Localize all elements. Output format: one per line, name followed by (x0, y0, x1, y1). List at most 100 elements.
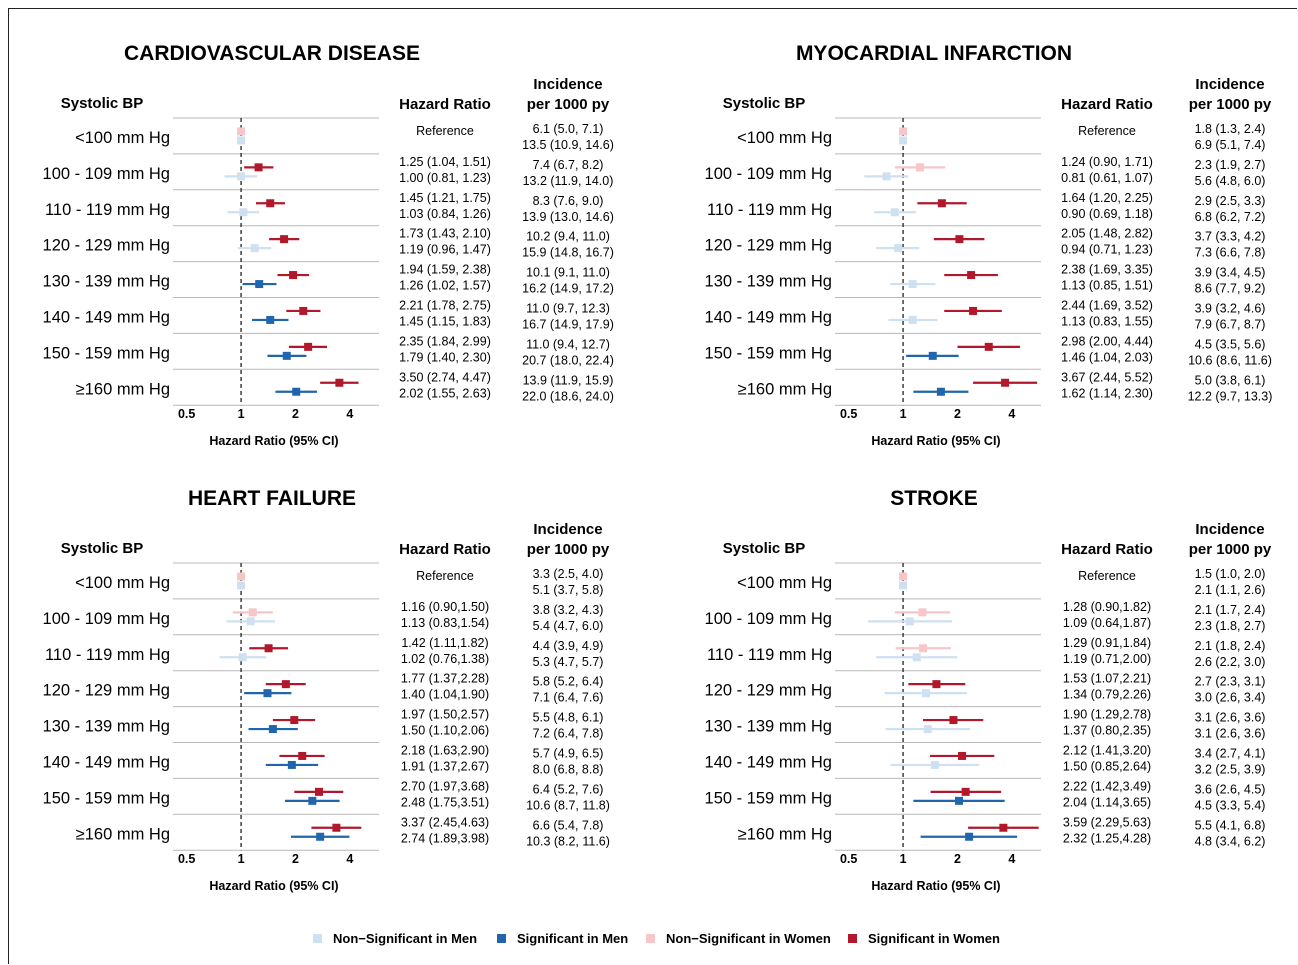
incidence-men: 2.3 (1.8, 2.7) (1195, 619, 1266, 633)
point-women (918, 608, 927, 617)
point-women (999, 823, 1008, 832)
panel-title: STROKE (890, 487, 978, 510)
incidence-women: 10.2 (9.4, 11.0) (526, 230, 610, 244)
category-label: ≥160 mm Hg (738, 380, 832, 398)
point-women (299, 306, 308, 315)
point-men (282, 351, 291, 360)
category-label: 140 - 149 mm Hg (43, 308, 170, 326)
x-tick-label: 0.5 (178, 852, 195, 866)
point-women (961, 787, 970, 796)
forest-panel-2: HEART FAILURE Systolic BP Hazard Ratio Inci… (43, 487, 610, 893)
incidence-men: 16.2 (14.9, 17.2) (522, 282, 614, 296)
point-men (316, 832, 325, 841)
incidence-header-line1: Incidence (1195, 521, 1264, 538)
point-men (899, 581, 908, 590)
point-men (237, 172, 246, 181)
incidence-women: 6.6 (5.4, 7.8) (533, 818, 604, 832)
hazard-ratio-men: 1.91 (1.37,2.67) (401, 759, 489, 773)
incidence-women: 3.1 (2.6, 3.6) (1195, 711, 1266, 725)
category-label: 120 - 129 mm Hg (43, 682, 170, 700)
incidence-men: 7.9 (6.7, 8.7) (1195, 317, 1266, 331)
incidence-men: 2.1 (1.1, 2.6) (1195, 583, 1266, 597)
hazard-ratio-men: 1.50 (0.85,2.64) (1063, 759, 1151, 773)
hazard-ratio-women: Reference (1078, 569, 1136, 583)
category-label: 120 - 129 mm Hg (43, 237, 170, 255)
incidence-men: 10.3 (8.2, 11.6) (526, 834, 610, 848)
point-women (248, 608, 257, 617)
incidence-women: 10.1 (9.1, 11.0) (526, 266, 610, 280)
incidence-women: 6.1 (5.0, 7.1) (533, 122, 604, 136)
point-men (268, 725, 277, 734)
hazard-ratio-women: Reference (416, 124, 474, 138)
point-women (237, 572, 246, 581)
point-men (936, 387, 945, 396)
hazard-ratio-header: Hazard Ratio (1061, 96, 1153, 113)
incidence-header-line1: Incidence (533, 521, 602, 538)
category-label: 100 - 109 mm Hg (705, 610, 832, 628)
point-women (955, 235, 964, 244)
hazard-ratio-men: 1.00 (0.81, 1.23) (399, 171, 491, 185)
incidence-men: 6.9 (5.1, 7.4) (1195, 138, 1266, 152)
point-women (237, 127, 246, 136)
incidence-men: 5.4 (4.7, 6.0) (533, 619, 604, 633)
incidence-header-line1: Incidence (1195, 76, 1264, 93)
point-women (254, 163, 263, 172)
point-men (908, 315, 917, 324)
point-women (949, 716, 958, 725)
point-men (287, 760, 296, 769)
point-men (955, 796, 964, 805)
hazard-ratio-women: 1.29 (0.91,1.84) (1063, 636, 1151, 650)
incidence-women: 5.5 (4.8, 6.1) (533, 711, 604, 725)
point-men (922, 689, 931, 698)
x-tick-label: 2 (292, 407, 299, 421)
incidence-women: 5.8 (5.2, 6.4) (533, 675, 604, 689)
hazard-ratio-men: 1.09 (0.64,1.87) (1063, 616, 1151, 630)
hazard-ratio-men: 1.40 (1.04,1.90) (401, 688, 489, 702)
hazard-ratio-men: 1.13 (0.83,1.54) (401, 616, 489, 630)
hazard-ratio-men: 1.79 (1.40, 2.30) (399, 350, 491, 364)
category-label: <100 mm Hg (75, 129, 170, 147)
incidence-men: 10.6 (8.7, 11.8) (526, 798, 610, 812)
point-men (292, 387, 301, 396)
hazard-ratio-men: 1.13 (0.83, 1.55) (1061, 314, 1153, 328)
point-men (238, 653, 247, 662)
point-women (1001, 378, 1010, 387)
hazard-ratio-women: Reference (416, 569, 474, 583)
legend-swatch (497, 934, 506, 943)
hazard-ratio-women: 3.59 (2.29,5.63) (1063, 815, 1151, 829)
incidence-men: 7.1 (6.4, 7.6) (533, 691, 604, 705)
category-label: 140 - 149 mm Hg (705, 753, 832, 771)
point-women (304, 342, 313, 351)
x-tick-label: 1 (900, 407, 907, 421)
point-women (264, 644, 273, 653)
point-women (332, 823, 341, 832)
point-men (246, 617, 255, 626)
category-label: 130 - 139 mm Hg (43, 273, 170, 291)
incidence-women: 3.9 (3.2, 4.6) (1195, 301, 1266, 315)
hazard-ratio-women: 1.77 (1.37,2.28) (401, 672, 489, 686)
incidence-men: 20.7 (18.0, 22.4) (522, 353, 614, 367)
point-women (932, 680, 941, 689)
systolic-header: Systolic BP (61, 540, 144, 557)
incidence-women: 3.8 (3.2, 4.3) (533, 603, 604, 617)
incidence-women: 3.3 (2.5, 4.0) (533, 567, 604, 581)
hazard-ratio-men: 2.48 (1.75,3.51) (401, 795, 489, 809)
incidence-women: 4.5 (3.5, 5.6) (1195, 337, 1266, 351)
hazard-ratio-header: Hazard Ratio (1061, 541, 1153, 558)
incidence-men: 8.0 (6.8, 8.8) (533, 762, 604, 776)
incidence-men: 8.6 (7.7, 9.2) (1195, 282, 1266, 296)
point-women (266, 199, 275, 208)
hazard-ratio-women: 2.38 (1.69, 3.35) (1061, 263, 1153, 277)
legend-label: Non−Significant in Women (666, 931, 831, 946)
systolic-header: Systolic BP (723, 540, 806, 557)
systolic-header: Systolic BP (723, 95, 806, 112)
incidence-women: 2.1 (1.8, 2.4) (1195, 639, 1266, 653)
point-women (298, 751, 307, 760)
hazard-ratio-women: 3.67 (2.44, 5.52) (1061, 370, 1153, 384)
hazard-ratio-women: 1.64 (1.20, 2.25) (1061, 191, 1153, 205)
incidence-men: 3.1 (2.6, 3.6) (1195, 727, 1266, 741)
hazard-ratio-women: 2.70 (1.97,3.68) (401, 779, 489, 793)
category-label: 100 - 109 mm Hg (705, 165, 832, 183)
hazard-ratio-men: 0.94 (0.71, 1.23) (1061, 243, 1153, 257)
